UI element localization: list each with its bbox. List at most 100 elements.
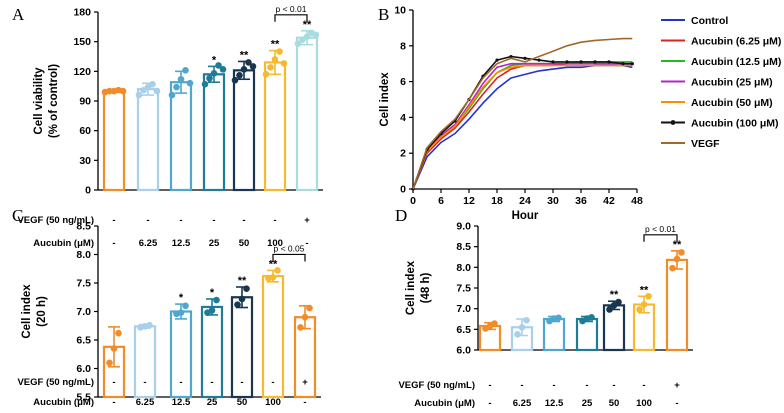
data-point bbox=[301, 313, 309, 321]
y-tick-label: 6 bbox=[400, 76, 406, 88]
data-point bbox=[245, 59, 252, 66]
significance-mark: ** bbox=[303, 19, 312, 31]
significance-mark: ** bbox=[238, 275, 247, 287]
y-tick-label: 120 bbox=[73, 66, 91, 78]
aucubin-row-value: 25 bbox=[207, 397, 218, 408]
series-marker bbox=[495, 58, 499, 62]
data-point bbox=[491, 320, 498, 327]
data-point bbox=[182, 67, 189, 74]
y-tick-label: 7.5 bbox=[76, 278, 91, 290]
data-point bbox=[280, 60, 288, 67]
legend-marker bbox=[670, 120, 676, 125]
aucubin-row-value: 100 bbox=[265, 397, 281, 408]
series-line bbox=[412, 64, 633, 190]
data-point bbox=[249, 63, 257, 70]
vegf-row-value: - bbox=[210, 377, 213, 388]
data-point bbox=[153, 87, 161, 95]
panel-c: C 5.5 6.0 6.5 7.0 7.5 8.0 8.5 Cell index (20 h) - -… bbox=[12, 206, 321, 408]
y-tick-label: 8.0 bbox=[456, 262, 471, 274]
y-tick-label: 9.0 bbox=[456, 221, 471, 233]
data-point bbox=[514, 330, 521, 338]
data-point bbox=[236, 71, 243, 79]
significance-bracket bbox=[643, 234, 678, 242]
vegf-row-value: - bbox=[146, 215, 149, 226]
data-point bbox=[210, 70, 218, 77]
bar bbox=[575, 317, 599, 352]
bar bbox=[202, 73, 226, 192]
data-point bbox=[213, 296, 220, 304]
y-tick-label: 6.0 bbox=[456, 345, 471, 357]
data-point bbox=[274, 267, 281, 274]
data-point bbox=[240, 66, 248, 73]
legend-entry: Control bbox=[691, 15, 728, 27]
series-line bbox=[412, 61, 633, 190]
y-axis-label: Cell index bbox=[405, 260, 417, 315]
y-tick-label: 5.5 bbox=[76, 392, 91, 404]
series-line bbox=[412, 55, 633, 190]
data-point bbox=[119, 87, 127, 95]
y-tick-label: 8.5 bbox=[456, 241, 471, 253]
significance-mark: * bbox=[212, 54, 217, 66]
data-point bbox=[177, 309, 185, 316]
y-axis-label: Cell index bbox=[21, 284, 33, 339]
bar bbox=[665, 258, 689, 352]
data-point bbox=[215, 62, 222, 69]
data-point bbox=[177, 75, 185, 83]
p-value-label: p < 0.01 bbox=[276, 4, 307, 14]
y-tick-label: 60 bbox=[79, 125, 91, 137]
panel-d: D 6.0 6.5 7.0 7.5 8.0 8.5 9.0 Cell index (48 h) - -… bbox=[395, 206, 693, 409]
aucubin-row-value: 12.5 bbox=[172, 397, 191, 408]
vegf-row-value: - bbox=[642, 380, 645, 391]
vegf-row-value: - bbox=[212, 215, 215, 226]
data-point bbox=[669, 264, 676, 272]
data-point bbox=[231, 76, 239, 84]
bar bbox=[169, 81, 193, 192]
data-point bbox=[645, 292, 652, 300]
series-marker bbox=[565, 60, 569, 64]
bar bbox=[136, 88, 160, 192]
y-tick-label: 2 bbox=[400, 148, 406, 160]
x-tick-label: 48 bbox=[631, 195, 643, 207]
aucubin-row-value: - bbox=[112, 397, 115, 408]
aucubin-row-value: 25 bbox=[582, 398, 593, 409]
data-point bbox=[523, 316, 530, 324]
data-point bbox=[555, 314, 562, 322]
series-marker bbox=[607, 60, 611, 64]
vegf-row-value: - bbox=[179, 215, 182, 226]
aucubin-row-value: 6.25 bbox=[513, 398, 532, 409]
bar bbox=[232, 69, 256, 192]
data-point bbox=[267, 64, 274, 71]
y-tick-label: 30 bbox=[79, 155, 91, 167]
y-tick-label: 90 bbox=[79, 96, 91, 108]
aucubin-row-value: 50 bbox=[239, 238, 250, 249]
data-point bbox=[673, 255, 681, 263]
aucubin-row-value: 100 bbox=[636, 398, 652, 409]
data-point bbox=[518, 323, 526, 331]
y-tick-label: 0 bbox=[400, 184, 406, 196]
y-axis-label-secondary: (% of control) bbox=[48, 64, 60, 138]
vegf-row-value: - bbox=[242, 215, 245, 226]
data-point bbox=[297, 324, 304, 331]
data-point bbox=[271, 56, 279, 63]
x-tick-label: 6 bbox=[438, 195, 444, 207]
data-point bbox=[149, 80, 156, 88]
aucubin-row-label: Aucubin (μM) bbox=[33, 238, 94, 249]
legend-entry: Aucubin (12.5 μM) bbox=[691, 56, 781, 68]
data-point bbox=[588, 314, 595, 321]
legend-entry: Aucubin (6.25 μM) bbox=[691, 36, 781, 48]
data-point bbox=[106, 359, 113, 367]
series-marker bbox=[621, 62, 625, 66]
series-line bbox=[412, 37, 633, 190]
vegf-row-label: VEGF (50 ng/mL) bbox=[17, 377, 94, 388]
aucubin-row-value: 50 bbox=[237, 397, 248, 408]
aucubin-row-value: 25 bbox=[209, 238, 220, 249]
significance-mark: ** bbox=[673, 239, 682, 251]
data-point bbox=[678, 249, 685, 256]
aucubin-row-value: - bbox=[303, 397, 306, 408]
aucubin-row-label: Aucubin (μM) bbox=[414, 398, 475, 409]
vegf-row-value: + bbox=[674, 380, 680, 391]
data-point bbox=[606, 306, 613, 313]
aucubin-row-value: - bbox=[488, 398, 491, 409]
